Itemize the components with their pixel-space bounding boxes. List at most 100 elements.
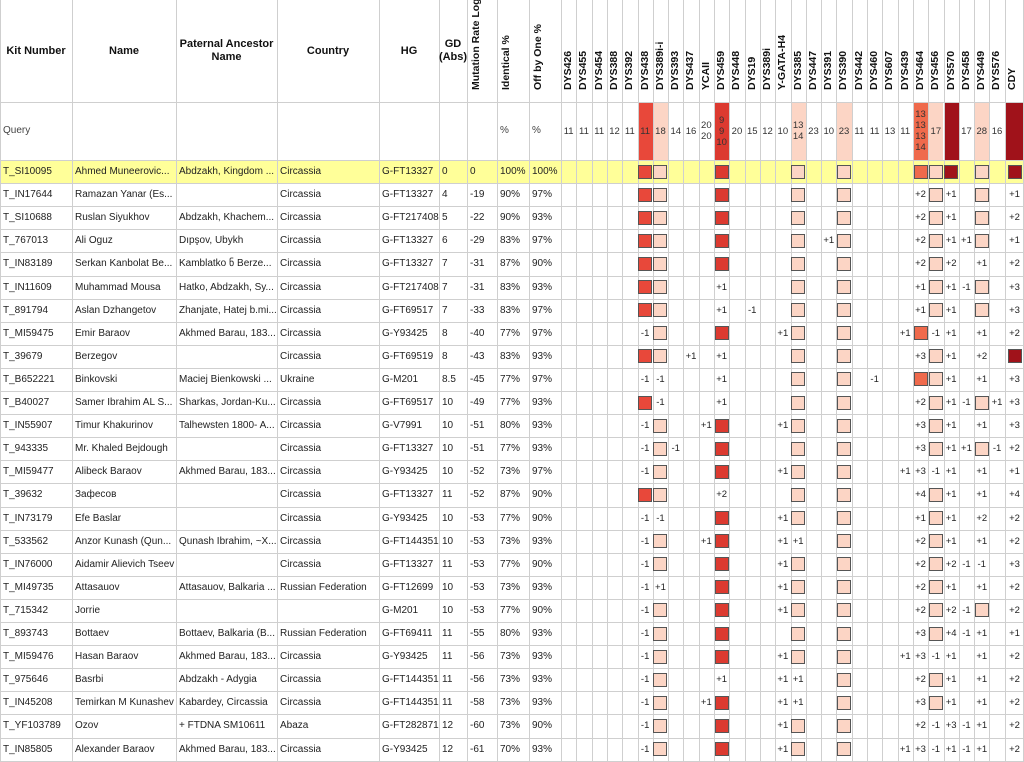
marker-diff: +1: [685, 350, 697, 362]
cell-gd: 10: [442, 604, 454, 616]
cell-hg: G-FT144351: [382, 535, 439, 547]
query-value-line: 20: [701, 120, 712, 131]
marker-diff: +1: [1009, 235, 1020, 247]
cell-rate: -52: [470, 466, 485, 478]
marker-diff: +1: [991, 397, 1003, 408]
query-value: 11: [592, 102, 607, 160]
marker-diff: +3: [915, 466, 926, 478]
marker-diff: +2: [976, 512, 988, 524]
marker-header: DYS455: [577, 50, 590, 90]
grid-line: [0, 183, 1024, 185]
cell-country: Circassia: [280, 674, 322, 686]
match-square: [714, 441, 729, 456]
cell-hg: G-FT13327: [382, 189, 434, 201]
query-value-line: 13: [915, 109, 926, 120]
grid-line: [467, 0, 468, 762]
grid-line: [867, 0, 868, 762]
cell-hg: G-FT217408: [382, 212, 439, 224]
match-square: [653, 603, 668, 618]
match-square: [928, 372, 943, 387]
cell-country: Ukraine: [280, 373, 315, 385]
match-square: [928, 187, 943, 202]
marker-header: DYS607: [883, 50, 896, 90]
cell-name: Muhammad Mousa: [75, 281, 161, 293]
match-square: [638, 187, 653, 202]
grid-line: [0, 367, 1024, 369]
match-square: [913, 164, 928, 179]
query-color-cell: [928, 102, 944, 160]
cell-rate: -33: [470, 304, 485, 316]
marker-diff: +2: [915, 397, 926, 408]
cell-name: Ali Oguz: [75, 235, 113, 247]
cell-name: Aslan Dzhangetov: [75, 304, 157, 316]
query-value: 18: [653, 102, 668, 160]
cell-off-by-one: 93%: [532, 674, 553, 686]
grid-line: [729, 0, 731, 762]
match-square: [837, 233, 852, 248]
cell-off-by-one: 90%: [532, 512, 553, 524]
match-square: [928, 580, 943, 595]
column-header: Mutation Rate Log Sum: [470, 0, 482, 90]
marker-header: CDY: [1006, 67, 1018, 90]
grid-line: [529, 0, 530, 762]
marker-diff: +1: [961, 235, 972, 247]
marker-header: DYS389i: [760, 47, 773, 90]
query-value-line: 16: [991, 125, 1003, 137]
cell-kit: T_IN55907: [3, 420, 53, 432]
query-value: 11: [852, 102, 867, 160]
cell-country: Russian Federation: [280, 628, 367, 639]
match-square: [638, 210, 653, 225]
query-value: 20 20: [699, 102, 714, 160]
query-value: 16: [683, 102, 698, 160]
marker-diff: +1: [716, 674, 728, 686]
grid-line: [0, 552, 1024, 554]
cell-off-by-one: 93%: [532, 697, 553, 709]
cell-hg: G-Y93425: [382, 466, 428, 478]
match-square: [791, 164, 806, 179]
marker-diff: -1: [977, 558, 986, 570]
query-value-line: 20: [731, 125, 743, 137]
grid-line: [0, 529, 1024, 531]
match-square: [837, 187, 852, 202]
marker-diff: +3: [915, 697, 926, 709]
cell-name: Binkovski: [75, 373, 118, 385]
match-square: [837, 303, 852, 318]
query-value: 28: [974, 102, 989, 160]
cell-name: Ramazan Yanar (Es...: [75, 189, 173, 201]
cell-identical: 83%: [500, 281, 521, 293]
cell-hg: G-FT282871: [382, 720, 439, 732]
marker-header: DYS385: [791, 50, 804, 90]
cell-ancestor: + FTDNA SM10611: [179, 720, 266, 732]
cell-identical: 83%: [500, 235, 521, 247]
cell-country: Circassia: [280, 697, 322, 709]
query-value: 10: [775, 102, 790, 160]
cell-gd: 11: [442, 628, 453, 639]
grid-line: [0, 598, 1024, 600]
query-color-cell: [836, 102, 852, 160]
grid-line: [0, 460, 1024, 462]
match-square: [974, 303, 989, 318]
cell-off-by-one: 93%: [532, 397, 553, 408]
marker-diff: +1: [945, 189, 957, 201]
cell-kit: T_39679: [3, 350, 43, 362]
marker-diff: -1: [992, 443, 1002, 455]
match-square: [791, 210, 806, 225]
cell-name: Emir Baraov: [75, 327, 131, 339]
cell-rate: -51: [470, 420, 485, 432]
match-square: [714, 718, 729, 733]
match-square: [653, 303, 668, 318]
grid-line: [0, 298, 1024, 300]
cell-identical: 73%: [500, 651, 521, 663]
grid-line: [683, 0, 685, 762]
query-value-line: 10: [777, 125, 789, 137]
match-square: [791, 649, 806, 664]
match-square: [791, 326, 806, 341]
match-square: [791, 187, 806, 202]
marker-diff: +1: [945, 420, 957, 432]
marker-diff: +2: [915, 212, 926, 224]
marker-diff: +3: [915, 443, 926, 455]
marker-diff: +3: [1009, 420, 1020, 432]
marker-diff: +3: [1009, 397, 1020, 408]
match-square: [638, 487, 653, 502]
